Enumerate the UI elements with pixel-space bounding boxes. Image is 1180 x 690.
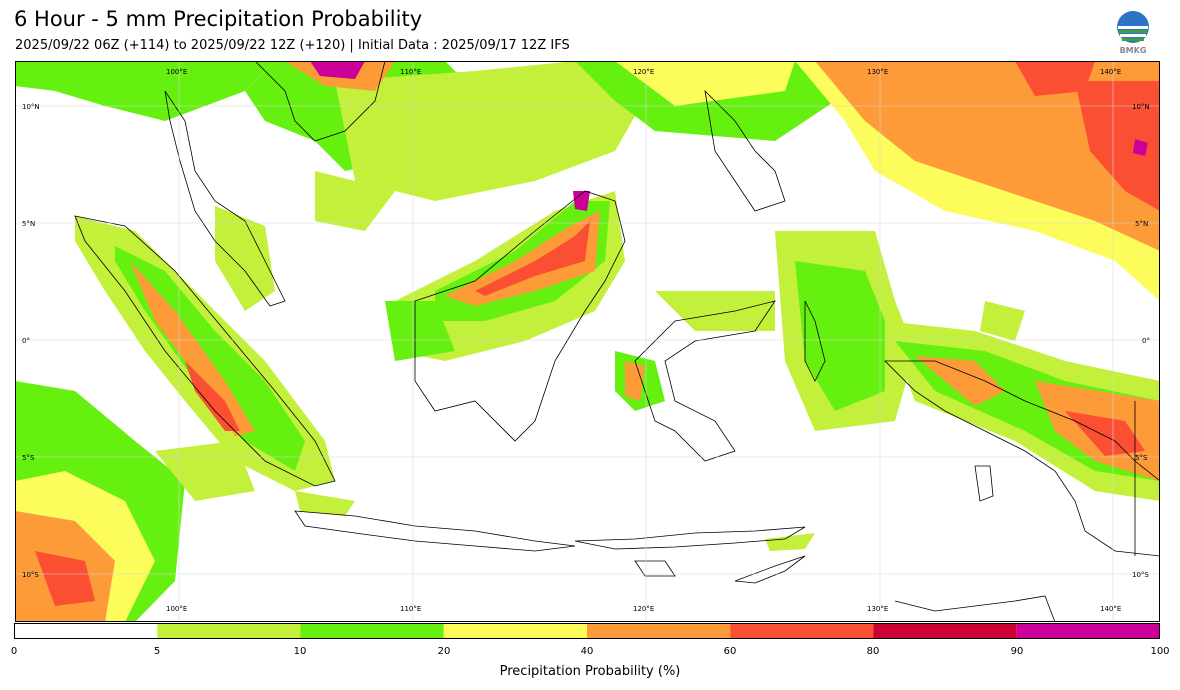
lat-labels-right: 10°N 5°N 0° 5°S 10°S <box>1132 103 1150 579</box>
lat-label: 5°N <box>22 220 35 228</box>
precipitation-field <box>15 61 1160 622</box>
lon-label: 110°E <box>400 68 421 76</box>
bmkg-logo: BMKG <box>1117 11 1149 55</box>
colorbar-segment <box>14 623 158 639</box>
lon-label: 110°E <box>400 605 421 613</box>
lon-label: 140°E <box>1100 605 1121 613</box>
lon-labels-top: 100°E 110°E 120°E 130°E 140°E <box>166 68 1121 76</box>
lat-label: 10°S <box>1132 571 1149 579</box>
page-title: 6 Hour - 5 mm Precipitation Probability <box>14 7 423 31</box>
lon-labels-bottom: 100°E 110°E 120°E 130°E 140°E <box>166 605 1121 613</box>
lon-label: 100°E <box>166 605 187 613</box>
colorbar-segment <box>873 623 1017 639</box>
page-subtitle: 2025/09/22 06Z (+114) to 2025/09/22 12Z … <box>15 38 570 53</box>
colorbar <box>14 623 1160 639</box>
colorbar-label: Precipitation Probability (%) <box>499 664 681 679</box>
colorbar-tick: 60 <box>723 646 737 657</box>
colorbar-tick: 90 <box>1010 646 1024 657</box>
graticule <box>15 61 1160 622</box>
lon-label: 120°E <box>633 605 654 613</box>
colorbar-tick: 5 <box>153 646 161 657</box>
lat-label: 5°S <box>1135 454 1148 462</box>
colorbar-tick: 10 <box>293 646 307 657</box>
lon-label: 130°E <box>867 68 888 76</box>
colorbar-segment <box>157 623 301 639</box>
lat-label: 10°S <box>22 571 39 579</box>
lat-label: 0° <box>1142 337 1150 345</box>
map-frame <box>15 61 1160 622</box>
lon-label: 100°E <box>166 68 187 76</box>
colorbar-tick: 0 <box>10 646 18 657</box>
logo-text: BMKG <box>1120 46 1147 55</box>
lat-label: 5°S <box>22 454 35 462</box>
colorbar-tick: 40 <box>580 646 594 657</box>
colorbar-segment <box>300 623 444 639</box>
lat-label: 10°N <box>1132 103 1150 111</box>
colorbar-tick: 80 <box>866 646 880 657</box>
lat-label: 10°N <box>22 103 40 111</box>
lat-labels-left: 10°N 5°N 0° 5°S 10°S <box>22 103 40 579</box>
colorbar-tick: 20 <box>437 646 451 657</box>
colorbar-tick: 100 <box>1150 646 1170 657</box>
lon-label: 130°E <box>867 605 888 613</box>
lon-label: 140°E <box>1100 68 1121 76</box>
lat-label: 5°N <box>1135 220 1148 228</box>
colorbar-segment <box>587 623 731 639</box>
lat-label: 0° <box>22 337 30 345</box>
colorbar-frame <box>14 623 1160 639</box>
colorbar-segment <box>1016 623 1160 639</box>
colorbar-segment <box>443 623 587 639</box>
precipitation-map: 100°E 110°E 120°E 130°E 140°E 100°E 110°… <box>15 61 1160 622</box>
lon-label: 120°E <box>633 68 654 76</box>
coastlines <box>74 61 1160 622</box>
colorbar-segment <box>730 623 874 639</box>
